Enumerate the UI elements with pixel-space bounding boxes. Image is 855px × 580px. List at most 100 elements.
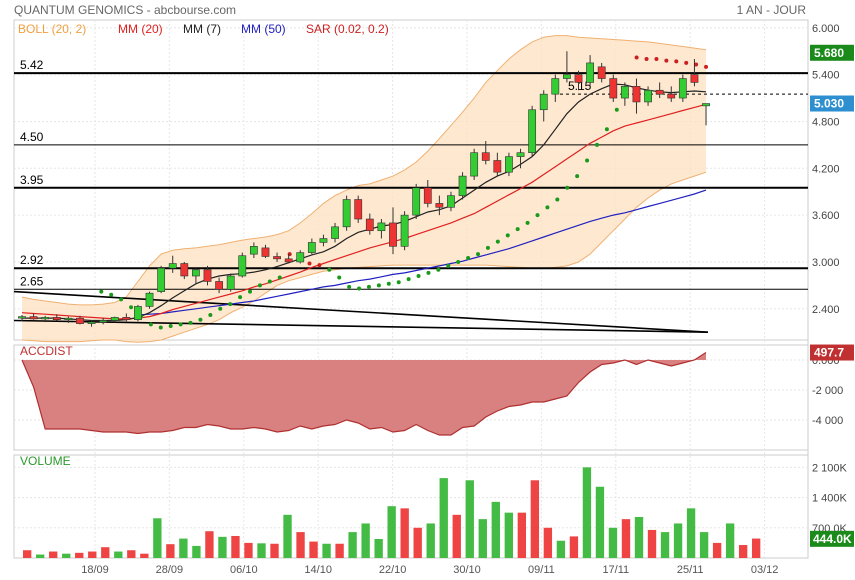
volume-bar (478, 519, 487, 558)
sar-point (485, 245, 490, 250)
volume-title: VOLUME (20, 454, 71, 468)
sar-point (148, 322, 153, 327)
x-axis: 18/09 28/09 06/10 14/10 22/10 30/10 09/11 17/11… (81, 564, 778, 576)
accdist-tick-label: -4 000 (812, 415, 843, 427)
price-tick-label: 3.000 (812, 257, 840, 269)
accdist-area (22, 352, 706, 435)
x-tick-label: 30/10 (453, 564, 481, 576)
volume-bar (439, 478, 448, 558)
candle-body (389, 222, 397, 247)
x-tick-label: 25/11 (677, 564, 704, 576)
period-label[interactable]: 1 AN - JOUR (737, 3, 807, 17)
volume-bar (595, 486, 605, 558)
x-tick-label: 14/10 (304, 564, 332, 576)
x-tick-label: 22/10 (379, 564, 407, 576)
volume-bar (166, 544, 175, 558)
candle-body (52, 317, 61, 321)
legend-entry: MM (20) (118, 22, 163, 36)
candle-body (505, 156, 513, 173)
sar-point (406, 277, 411, 282)
candle-body (122, 317, 131, 321)
volume-bar (491, 501, 500, 558)
price-tick-label: 3.600 (812, 210, 840, 222)
sar-point (604, 127, 609, 132)
sar-point (357, 286, 362, 291)
candle-body (435, 203, 444, 208)
sar-point (366, 284, 371, 289)
volume-bar (647, 529, 657, 558)
volume-bar (296, 532, 305, 558)
x-tick-label: 17/11 (602, 564, 629, 576)
volume-bar (244, 542, 253, 558)
volume-bar (153, 518, 162, 558)
accdist-last-tag: 497.7 (814, 346, 844, 360)
sar-point (634, 55, 639, 60)
volume-bar (140, 553, 149, 558)
candle-body (551, 78, 560, 95)
candle-body (365, 218, 374, 232)
price-tick-label: 5.400 (812, 70, 840, 82)
legend-entry: SAR (0.02, 0.2) (306, 22, 389, 36)
sar-point (704, 64, 709, 69)
candle-body (563, 74, 571, 79)
sar-point (188, 320, 193, 325)
candle-body (215, 281, 223, 290)
volume-bar (634, 516, 644, 558)
support-label: 2.65 (20, 274, 44, 288)
sar-point (158, 325, 163, 330)
sar-point (337, 275, 342, 280)
candle-body (481, 152, 490, 161)
candle-body (667, 93, 676, 99)
legend: BOLL (20, 2) MM (20) MM (7) MM (50) SAR (0.0… (18, 22, 389, 36)
candle-body (412, 187, 421, 216)
sar-point (495, 239, 500, 244)
candle-body (609, 78, 618, 99)
sar-point (238, 295, 243, 300)
x-tick-label: 03/12 (751, 564, 779, 576)
volume-bar (114, 551, 123, 558)
sar-point (674, 59, 679, 64)
sar-point (446, 263, 451, 268)
legend-entry: MM (50) (241, 22, 286, 36)
candle-body (539, 93, 548, 111)
volume-bar (309, 541, 318, 558)
candle-body (331, 226, 339, 239)
sar-point (198, 317, 203, 322)
volume-last-tag: 444.0K (813, 532, 852, 546)
volume-bar (348, 532, 357, 558)
candle-body (354, 199, 363, 220)
volume-bar (621, 519, 631, 558)
volume-bar (270, 543, 279, 558)
sar-point (594, 142, 599, 147)
candle-body (377, 222, 386, 232)
bollinger-lower-line (21, 171, 707, 343)
sar-point (347, 284, 352, 289)
x-tick-label: 18/09 (81, 564, 109, 576)
candle-body (273, 256, 281, 260)
candle-body (447, 195, 455, 208)
sar-point (208, 313, 213, 318)
sar-point (267, 279, 272, 284)
sar-point (585, 158, 590, 163)
volume-bar (36, 554, 45, 558)
chart-title: QUANTUM GENOMICS - abcbourse.com (14, 3, 236, 17)
volume-bar (387, 506, 396, 558)
accdist-last-bg (810, 344, 854, 361)
candle-body (296, 252, 305, 263)
candle-body (516, 152, 525, 157)
sar-point (525, 220, 530, 225)
candle-body (29, 316, 38, 320)
sar-point (664, 58, 669, 63)
price-tick-label: 2.400 (812, 304, 840, 316)
x-tick-label: 09/11 (528, 564, 555, 576)
volume-bar (582, 467, 592, 558)
candle-body (180, 263, 189, 277)
sar-point (99, 289, 104, 294)
bollinger-upper-line (21, 35, 707, 306)
candle-body (400, 214, 409, 247)
volume-bar (543, 527, 553, 558)
sar-point (376, 283, 381, 288)
